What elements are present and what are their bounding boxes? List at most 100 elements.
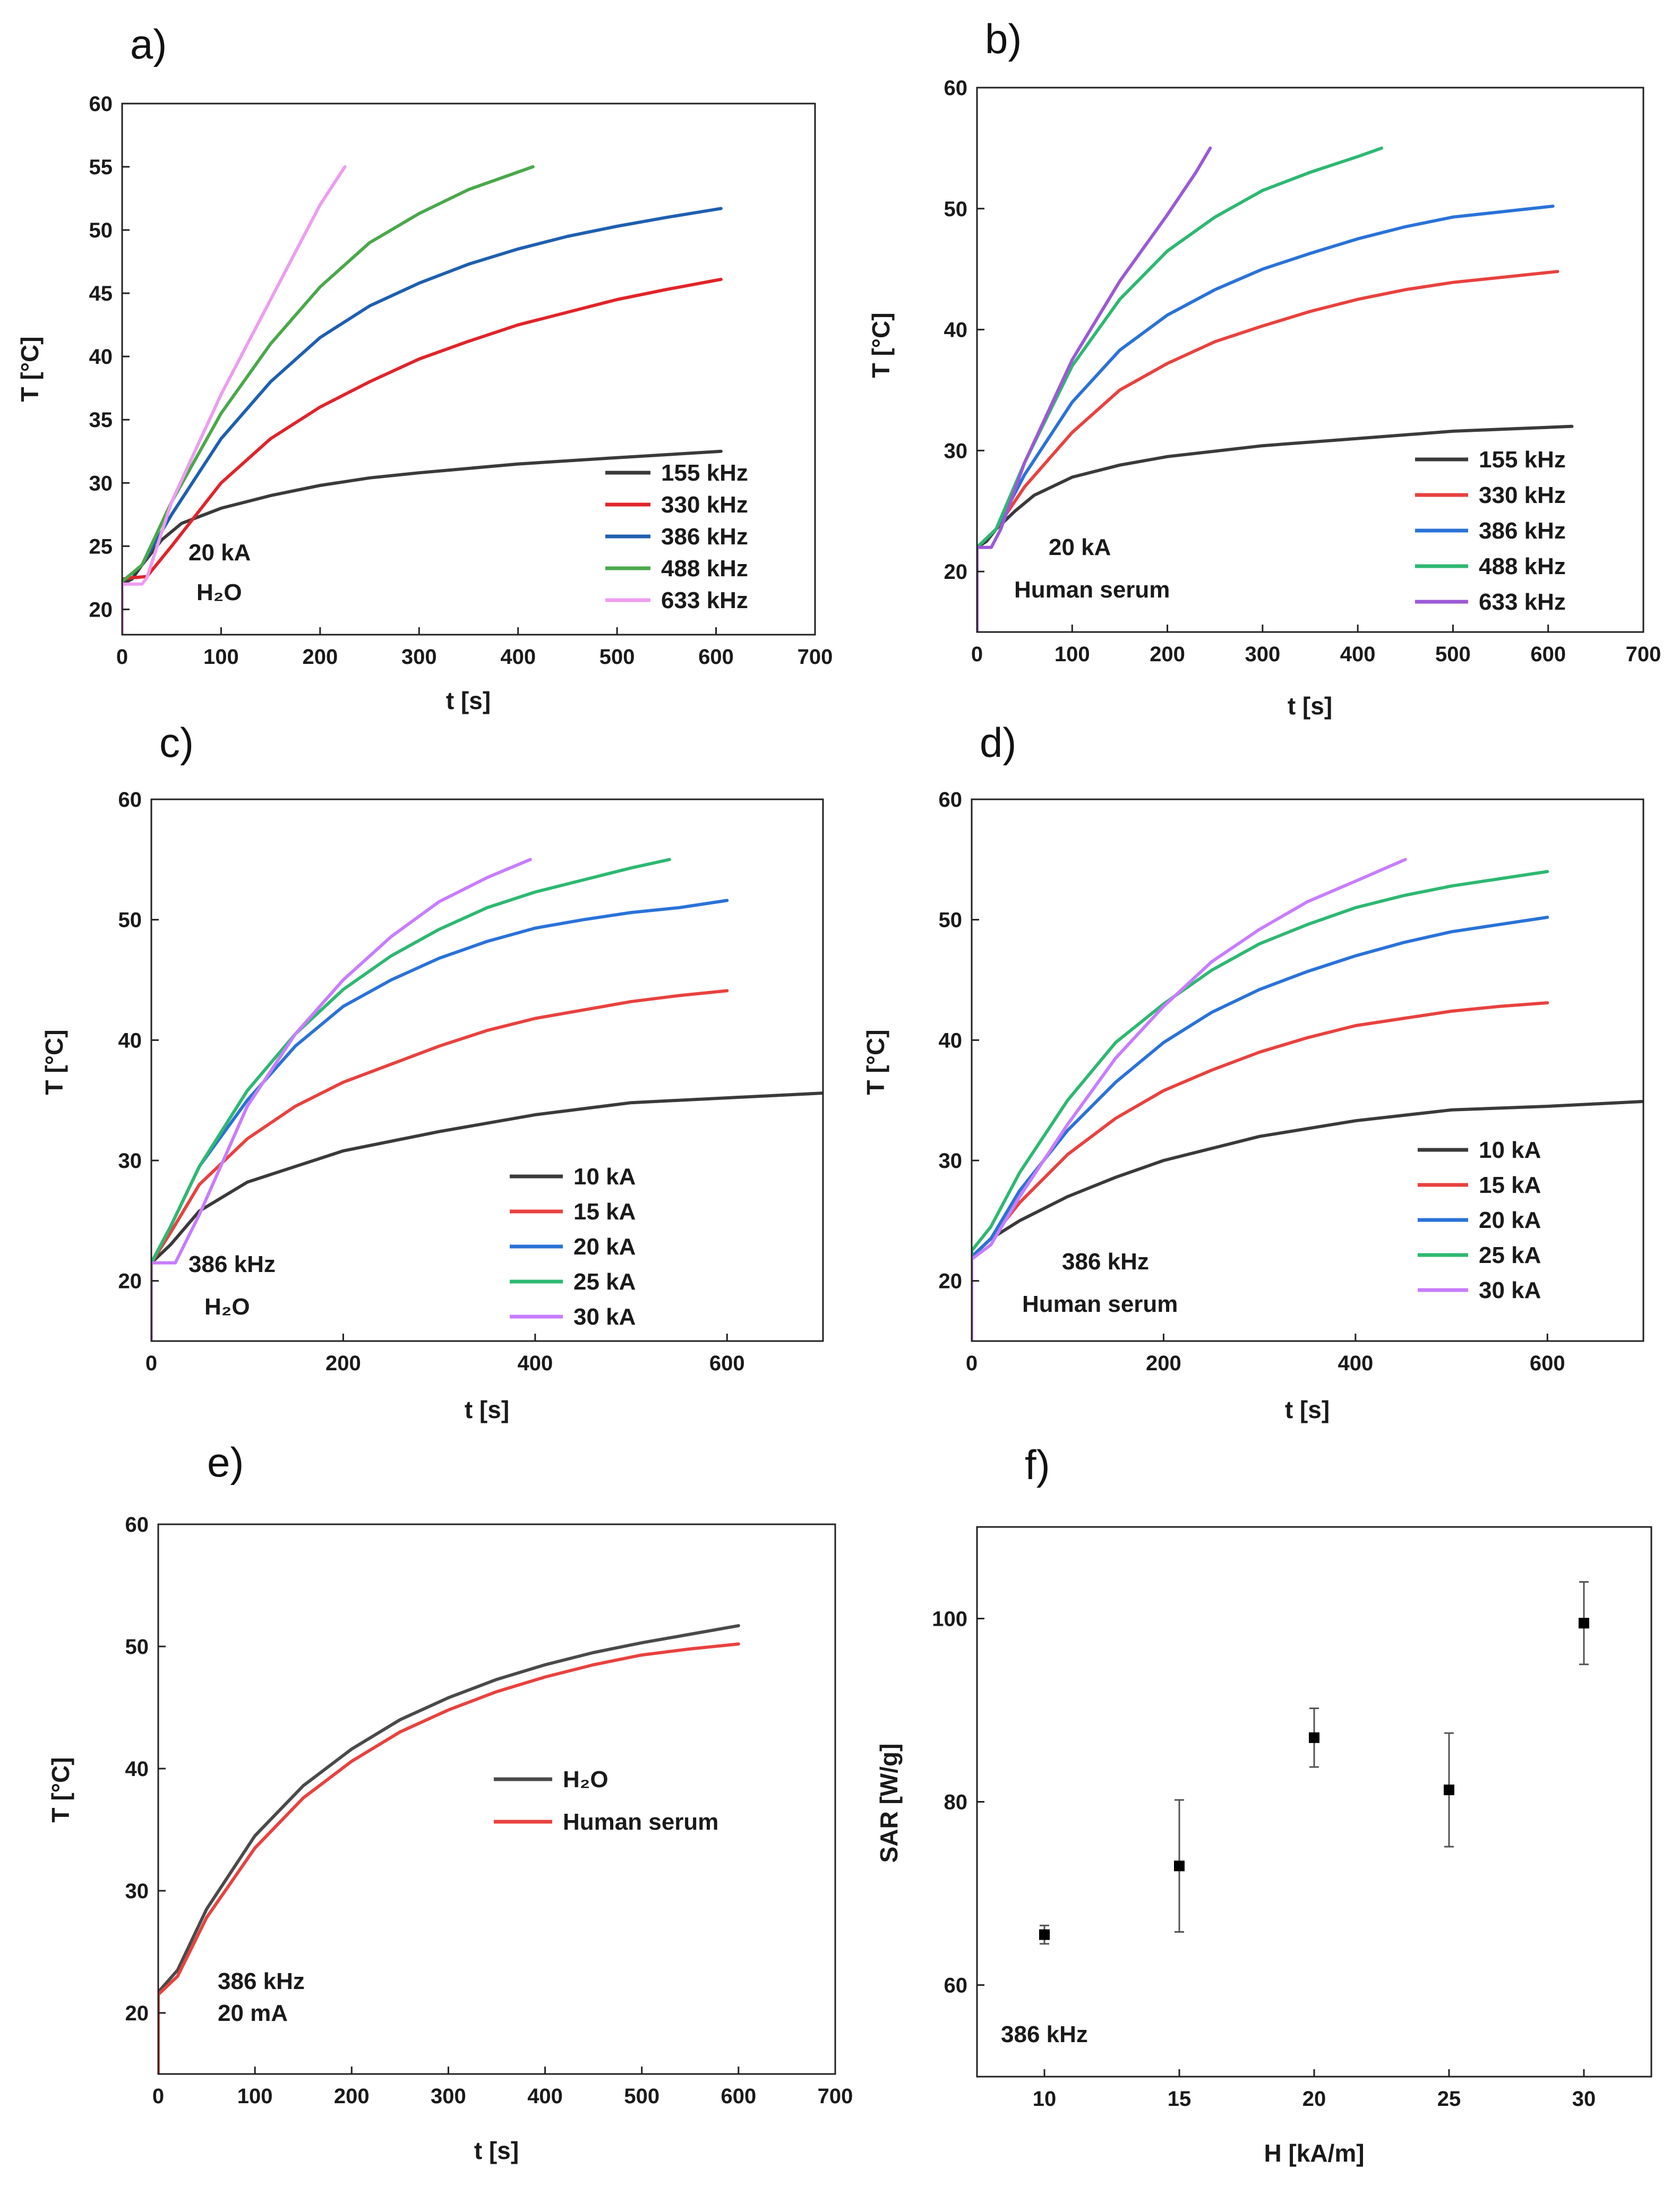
y-tick-label: 20 [89,598,113,621]
annotation-freq-e: 386 kHz [218,1968,305,1994]
y-tick-label: 25 [89,535,113,558]
legend-b: 155 kHz 330 kHz 386 kHz 488 kHz 633 kHz [1415,447,1566,615]
plot-area-c [151,858,823,1341]
x-tick-label: 200 [302,645,338,669]
y-tick-label: 30 [118,1149,142,1173]
legend-label: 488 kHz [1479,553,1566,579]
x-tick-label: 400 [1340,643,1376,666]
plot-area-b [977,146,1574,632]
x-tick-label: 0 [145,1352,157,1375]
legend-label: H₂O [563,1766,608,1793]
ticks-a: 0 100 200 300 400 500 600 700 20 25 30 35 40 45 50 55 60 [89,92,833,669]
x-tick-label: 300 [401,645,437,669]
series-line [977,424,1574,632]
panel-label-e: e) [207,1439,244,1486]
series-line [122,165,535,635]
y-tick-label: 20 [939,1270,963,1293]
y-tick-label: 60 [939,788,963,812]
legend-label: 155 kHz [661,460,748,486]
ticks-c: 0 200 400 600 20 30 40 50 60 [118,788,745,1375]
x-tick-label: 25 [1437,2087,1461,2111]
panel-a: a) 0 100 200 300 400 500 600 700 20 25 30 35 40 45 50 5… [16,21,833,714]
legend-label: 25 kA [1479,1242,1541,1268]
y-tick-label: 60 [125,1513,149,1537]
legend-label: 10 kA [1479,1137,1541,1163]
x-tick-label: 0 [116,645,128,669]
y-tick-label: 45 [89,282,113,305]
x-tick-label: 600 [1530,643,1566,666]
x-tick-label: 600 [1530,1352,1565,1375]
y-tick-label: 50 [944,198,968,221]
series-line [151,858,532,1341]
series-line [977,146,1212,632]
legend-label: 15 kA [573,1199,636,1225]
panel-b: b) 0 100 200 300 400 500 600 700 20 30 40 50 60 t [s… [867,15,1661,720]
legend-e: H₂O Human serum [494,1766,718,1835]
x-tick-label: 0 [152,2085,164,2108]
x-axis-title-c: t [s] [465,1396,509,1423]
y-tick-label: 40 [118,1029,142,1052]
x-axis-title-e: t [s] [474,2137,519,2164]
panel-label-c: c) [159,719,194,766]
x-tick-label: 20 [1302,2087,1326,2111]
legend-label: 15 kA [1479,1172,1541,1198]
y-tick-label: 30 [939,1149,963,1173]
y-tick-label: 40 [89,345,113,369]
y-tick-label: 60 [944,76,968,100]
x-tick-label: 300 [431,2085,466,2108]
legend-label: 330 kHz [661,492,748,518]
x-tick-label: 400 [1338,1352,1373,1375]
legend-d: 10 kA 15 kA 20 kA 25 kA 30 kA [1418,1137,1541,1303]
panel-d: d) 0 200 400 600 20 30 40 50 60 t [s] T [°C] 386… [862,719,1644,1423]
x-tick-label: 700 [798,645,833,669]
panel-label-b: b) [985,15,1022,62]
y-tick-label: 60 [118,788,142,812]
y-tick-label: 30 [944,439,968,463]
x-tick-label: 0 [971,643,983,666]
annotation-freq-d: 386 kHz [1062,1249,1149,1275]
y-tick-label: 40 [125,1757,149,1781]
panel-label-f: f) [1025,1441,1050,1488]
data-marks-e [158,1624,740,2074]
y-axis-title-f: SAR [W/g] [875,1744,903,1863]
series-line [151,1091,823,1341]
annotation-freq-f: 386 kHz [1001,2021,1088,2047]
annotation-medium-b: Human serum [1014,577,1170,603]
legend-label: 330 kHz [1479,482,1566,508]
y-tick-label: 30 [125,1880,149,1903]
x-tick-label: 0 [966,1352,978,1375]
ticks-f: 10 15 20 25 30 60 80 100 [932,1608,1596,2111]
x-tick-label: 600 [698,645,734,669]
data-marks-b [977,146,1574,632]
x-tick-label: 15 [1168,2087,1192,2111]
series-line [122,165,347,635]
x-tick-label: 100 [1055,643,1090,666]
data-marks-c [151,858,823,1341]
y-tick-label: 30 [89,472,113,495]
y-tick-label: 100 [932,1608,967,1631]
plot-frame-f [976,1526,1652,2078]
annotation-field-a: 20 kA [188,540,251,566]
y-tick-label: 50 [89,219,113,242]
panel-label-d: d) [980,719,1016,766]
x-tick-label: 700 [1626,643,1661,666]
series-line [972,858,1407,1341]
x-tick-label: 30 [1572,2087,1596,2111]
legend-label: 155 kHz [1479,447,1566,473]
plot-frame-d [971,798,1644,1342]
series-line [158,1642,740,2074]
series-line [972,870,1549,1341]
series-line [151,989,729,1341]
y-tick-label: 60 [89,92,113,116]
y-axis-title-b: T [°C] [867,312,895,378]
x-tick-label: 200 [1146,1352,1181,1375]
plot-frame-a [121,103,816,636]
y-axis-title-d: T [°C] [862,1029,889,1095]
plot-frame-e [157,1523,836,2075]
x-tick-label: 400 [527,2085,563,2108]
y-tick-label: 50 [118,909,142,932]
annotation-current-e: 20 mA [218,2000,288,2026]
y-tick-label: 35 [89,408,113,432]
